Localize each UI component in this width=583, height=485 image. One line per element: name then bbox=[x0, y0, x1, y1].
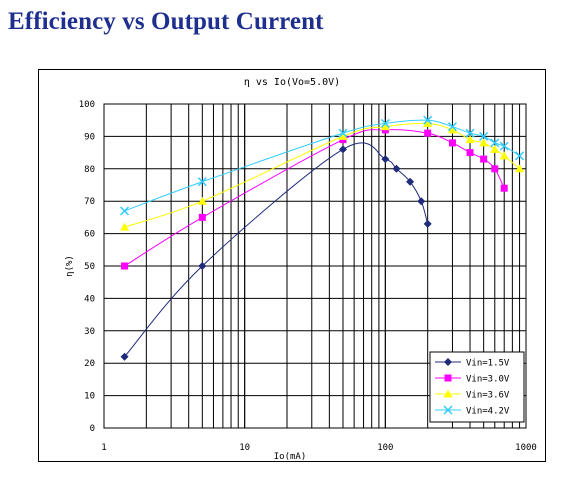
data-point bbox=[465, 135, 475, 144]
data-point bbox=[499, 151, 509, 160]
data-point bbox=[338, 145, 347, 154]
legend-label: Vin=3.6V bbox=[466, 391, 510, 401]
y-tick-label: 90 bbox=[84, 132, 95, 142]
legend-label: Vin=4.2V bbox=[466, 407, 510, 417]
x-axis-label: Io(mA) bbox=[274, 452, 307, 462]
data-point bbox=[515, 151, 525, 161]
y-axis-ticks: 0 10 20 30 40 50 60 70 80 90 100 bbox=[79, 100, 95, 434]
data-point bbox=[479, 131, 489, 141]
data-point bbox=[392, 164, 401, 173]
data-point bbox=[448, 139, 456, 147]
y-tick-label: 70 bbox=[84, 197, 95, 207]
data-point bbox=[197, 177, 207, 187]
data-point bbox=[423, 118, 433, 127]
data-point bbox=[480, 155, 488, 163]
data-point bbox=[466, 149, 474, 157]
data-point bbox=[198, 213, 206, 221]
legend-label: Vin=3.0V bbox=[466, 375, 510, 385]
data-point bbox=[380, 122, 390, 131]
legend-item: Vin=3.0V bbox=[435, 374, 510, 385]
data-point bbox=[423, 219, 432, 228]
data-point bbox=[500, 184, 508, 192]
series-4 bbox=[120, 115, 525, 216]
y-tick-label: 80 bbox=[84, 165, 95, 175]
x-tick-label: 1000 bbox=[515, 443, 537, 453]
data-point bbox=[121, 262, 129, 270]
y-tick-label: 50 bbox=[84, 262, 95, 272]
legend-label: Vin=1.5V bbox=[466, 359, 510, 369]
data-point bbox=[406, 177, 415, 186]
data-point bbox=[120, 222, 130, 231]
data-point bbox=[120, 206, 130, 216]
plot-area bbox=[103, 103, 527, 429]
series-3 bbox=[120, 118, 525, 231]
data-point bbox=[490, 138, 500, 148]
data-point bbox=[447, 125, 457, 134]
data-point bbox=[338, 131, 348, 140]
y-tick-label: 40 bbox=[84, 294, 95, 304]
legend-item: Vin=4.2V bbox=[435, 405, 510, 417]
data-point bbox=[491, 165, 499, 173]
series-1 bbox=[120, 142, 432, 361]
legend: Vin=1.5V Vin=3.0V Vin=3.6V Vin=4.2V bbox=[429, 351, 525, 423]
data-point bbox=[381, 155, 390, 164]
y-tick-label: 60 bbox=[84, 230, 95, 240]
data-point bbox=[424, 129, 432, 137]
data-point bbox=[380, 118, 390, 128]
data-point bbox=[490, 144, 500, 153]
legend-item: Vin=3.6V bbox=[435, 389, 510, 401]
x-tick-label: 10 bbox=[239, 443, 250, 453]
data-point bbox=[417, 197, 426, 206]
data-point bbox=[120, 352, 129, 361]
series-line bbox=[124, 122, 520, 228]
data-point bbox=[465, 128, 475, 138]
data-point bbox=[479, 138, 489, 147]
data-point bbox=[197, 196, 207, 205]
data-point bbox=[515, 164, 525, 173]
y-axis-label: η(%) bbox=[65, 255, 75, 277]
x-axis-ticks: 1 10 100 1000 bbox=[101, 443, 537, 453]
x-tick-label: 100 bbox=[377, 443, 393, 453]
y-tick-label: 10 bbox=[84, 392, 95, 402]
series-layer bbox=[120, 115, 525, 361]
series-line bbox=[124, 129, 505, 267]
data-point bbox=[499, 141, 509, 151]
series-2 bbox=[121, 126, 508, 270]
data-point bbox=[447, 122, 457, 132]
x-tick-label: 1 bbox=[101, 443, 106, 453]
y-tick-label: 30 bbox=[84, 327, 95, 337]
y-tick-label: 20 bbox=[84, 359, 95, 369]
legend-item: Vin=1.5V bbox=[435, 358, 510, 369]
y-tick-label: 100 bbox=[79, 100, 95, 110]
data-point bbox=[198, 262, 207, 270]
chart-title: η vs Io(Vo=5.0V) bbox=[244, 77, 340, 88]
data-point bbox=[423, 115, 433, 125]
page-heading: Efficiency vs Output Current bbox=[8, 8, 324, 35]
y-tick-label: 0 bbox=[90, 424, 95, 434]
data-point bbox=[338, 128, 348, 138]
